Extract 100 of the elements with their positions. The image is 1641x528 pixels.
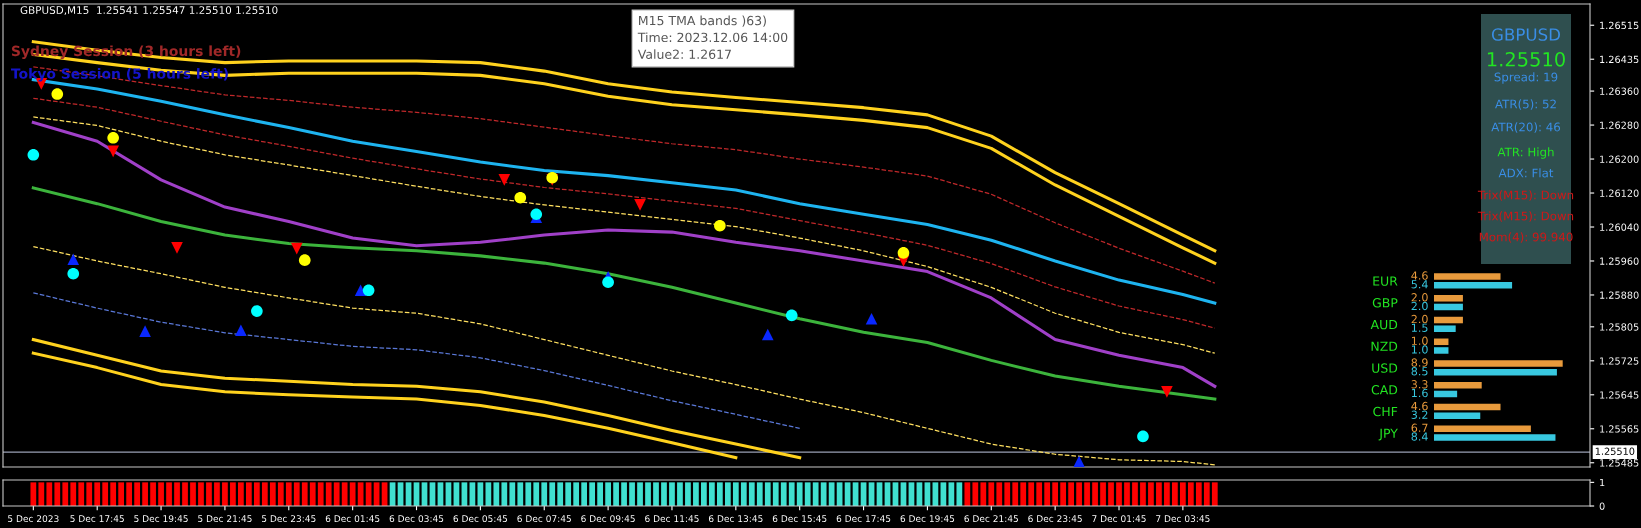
line-series	[32, 97, 1216, 329]
x-tick-label: 6 Dec 15:45	[772, 515, 827, 523]
x-tick-label: 6 Dec 21:45	[964, 515, 1018, 523]
bar	[1434, 360, 1563, 367]
point	[235, 324, 247, 337]
y-tick-label: 1.26435	[1600, 55, 1639, 64]
bar	[1434, 303, 1463, 311]
bar	[1434, 347, 1449, 354]
data-label: 8.9	[1411, 358, 1428, 367]
x-tick-label: 7 Dec 03:45	[1156, 515, 1210, 523]
bar	[1434, 273, 1501, 280]
point	[602, 276, 614, 289]
point	[498, 174, 511, 186]
point	[298, 254, 311, 266]
annotation: ATR(20): 46	[1491, 122, 1561, 133]
annotation: Mom(4): 99.940	[1479, 232, 1573, 243]
data-label: 3.2	[1411, 410, 1428, 419]
point	[865, 312, 878, 325]
y-tick-label: 1.26280	[1600, 121, 1639, 129]
y-tick-label: USD	[1372, 363, 1398, 373]
x-tick-label: 6 Dec 19:45	[900, 515, 955, 523]
point	[514, 191, 527, 204]
annotation: M15 TMA bands )63) Time: 2023.12.06 14:00 Value2: 1.2617	[637, 15, 788, 59]
bar	[1434, 382, 1482, 389]
y-tick-label: 1.25645	[1600, 391, 1639, 399]
annotation: Trix(M15): Down	[1477, 211, 1574, 222]
y-tick-label: 1.26200	[1600, 155, 1639, 163]
bar	[1434, 368, 1557, 376]
y-tick-label: EUR	[1373, 276, 1398, 286]
bar	[1434, 390, 1458, 398]
x-tick-label: 5 Dec 23:45	[262, 515, 316, 523]
data-label: 2.0	[1411, 314, 1428, 324]
point	[785, 309, 798, 322]
x-tick-label: 6 Dec 05:45	[453, 515, 508, 523]
x-tick-label: 6 Dec 07:45	[517, 515, 571, 523]
y-tick-label: 1.26360	[1600, 87, 1639, 95]
point	[1073, 455, 1085, 467]
data-label: 2.0	[1411, 293, 1428, 302]
data-label: 3.3	[1411, 380, 1428, 389]
data-label: 2.0	[1411, 301, 1428, 311]
point	[67, 267, 80, 280]
text: GBPUSD	[1491, 28, 1561, 41]
point	[27, 148, 40, 161]
y-tick-label: 1.25960	[1600, 257, 1639, 265]
line-series	[31, 338, 802, 460]
bar	[1434, 316, 1463, 324]
point	[634, 199, 646, 211]
point	[290, 242, 303, 255]
ref-line-label: 1.25510	[1595, 447, 1635, 455]
y-tick-label: 1.25485	[1600, 459, 1639, 467]
annotation: Trix(M15): Down	[1477, 190, 1574, 201]
point	[171, 242, 183, 254]
point	[1161, 386, 1173, 398]
y-tick-label: 1.25565	[1600, 425, 1639, 433]
data-label: 6.7	[1411, 423, 1428, 432]
y-tick-label: AUD	[1370, 320, 1398, 330]
data-label: 1.0	[1411, 336, 1428, 345]
data-label: 1.5	[1411, 323, 1428, 332]
y-tick-label: 0	[1599, 502, 1605, 510]
bar	[1434, 412, 1481, 419]
bar	[1434, 434, 1556, 441]
y-tick-label: 1.25725	[1600, 357, 1639, 365]
y-tick-label: 1.25880	[1600, 291, 1639, 299]
point	[761, 328, 774, 341]
x-tick-label: 6 Dec 01:45	[325, 515, 380, 523]
bar	[1434, 281, 1513, 289]
annotation: 1.25510	[1487, 51, 1565, 67]
x-tick-label: 6 Dec 09:45	[581, 515, 635, 523]
annotation: ATR(5): 52	[1495, 99, 1556, 110]
data-label: 4.6	[1411, 401, 1428, 411]
data-label: 1.6	[1411, 388, 1428, 398]
data-label: 8.5	[1411, 367, 1428, 376]
point	[714, 219, 726, 232]
chart-title: GBPUSD,M15 1.25541 1.25547 1.25510 1.25510	[20, 6, 278, 16]
y-tick-label: 1.26515	[1600, 21, 1639, 30]
line-series	[32, 245, 1216, 466]
data-label: 5.4	[1411, 280, 1428, 289]
y-tick-label: GBP	[1372, 298, 1398, 308]
y-tick-label: 1.26120	[1600, 189, 1639, 197]
x-tick-label: 5 Dec 2023	[8, 515, 59, 523]
x-tick-label: 5 Dec 17:45	[70, 515, 124, 523]
y-tick-label: JPY	[1378, 428, 1398, 441]
point	[251, 305, 263, 317]
point	[139, 325, 151, 337]
y-tick-label: CAD	[1371, 385, 1398, 395]
x-tick-label: 6 Dec 13:45	[708, 515, 763, 523]
x-tick-label: 5 Dec 19:45	[134, 515, 188, 523]
x-tick-label: 6 Dec 23:45	[1028, 515, 1082, 523]
line-series	[31, 186, 1217, 401]
y-tick-label: NZD	[1371, 341, 1398, 351]
point	[67, 253, 80, 266]
annotation: ATR: High	[1497, 147, 1554, 159]
point	[897, 247, 910, 259]
point	[51, 88, 64, 100]
point	[107, 131, 119, 144]
bar	[1434, 425, 1531, 433]
x-tick-label: 5 Dec 21:45	[198, 515, 252, 523]
x-tick-label: 6 Dec 03:45	[389, 515, 444, 523]
x-tick-label: 6 Dec 17:45	[836, 515, 891, 523]
annotation: Spread: 19	[1494, 72, 1558, 84]
